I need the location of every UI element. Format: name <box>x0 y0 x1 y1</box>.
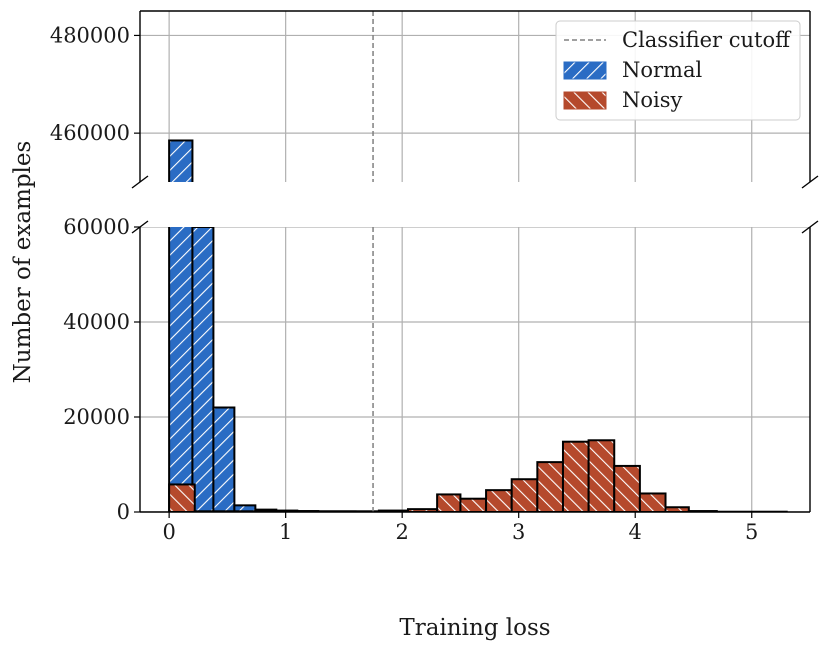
y-tick-label-lower: 20000 <box>63 405 130 429</box>
x-tick-label: 5 <box>745 520 758 544</box>
legend-label-noisy: Noisy <box>622 88 683 112</box>
y-tick-label-lower: 0 <box>117 500 130 524</box>
legend: Classifier cutoff Normal Noisy <box>555 20 801 121</box>
bar-noisy <box>536 461 564 512</box>
bar-normal <box>212 406 236 512</box>
bar-noisy <box>168 483 196 512</box>
axis-ticks: 0 1 2 3 4 5 460000 480000 0 20000 40000 60000 <box>50 23 759 544</box>
x-tick-label: 1 <box>279 520 292 544</box>
axis-break-mark <box>131 175 149 189</box>
bar-noisy <box>587 439 616 512</box>
y-tick-label-lower: 60000 <box>63 215 130 239</box>
y-tick-label-upper: 480000 <box>50 23 130 47</box>
bar-normal <box>168 227 194 512</box>
legend-label-cutoff: Classifier cutoff <box>622 28 792 52</box>
legend-swatch-noisy <box>563 91 607 110</box>
axes-frames <box>131 10 819 513</box>
lower-bars <box>168 227 788 512</box>
legend-label-normal: Normal <box>622 58 702 82</box>
x-tick-label: 2 <box>395 520 408 544</box>
x-axis-title: Training loss <box>399 615 550 641</box>
y-tick-label-upper: 460000 <box>50 121 130 145</box>
legend-box <box>555 20 801 121</box>
bar-noisy <box>561 440 590 512</box>
lower-axes-panel <box>140 227 810 512</box>
bar-noisy <box>510 478 539 512</box>
x-tick-label: 0 <box>162 520 175 544</box>
axis-break-mark <box>801 175 819 189</box>
bar-noisy <box>459 497 488 512</box>
bar-noisy <box>664 506 690 512</box>
y-tick-label-lower: 40000 <box>63 310 130 334</box>
x-tick-label: 3 <box>512 520 525 544</box>
upper-bars <box>168 139 194 182</box>
x-tick-label: 4 <box>629 520 642 544</box>
y-axis-title: Number of examples <box>10 141 36 384</box>
bar-noisy <box>638 492 667 512</box>
legend-swatch-normal <box>563 61 607 80</box>
bar-normal <box>191 227 215 512</box>
axis-break-mark <box>801 220 819 234</box>
lower-gridlines <box>140 227 810 512</box>
bar-normal-upper <box>168 139 194 182</box>
bar-noisy <box>613 464 641 512</box>
bar-noisy <box>436 493 462 512</box>
bar-noisy <box>485 489 513 512</box>
